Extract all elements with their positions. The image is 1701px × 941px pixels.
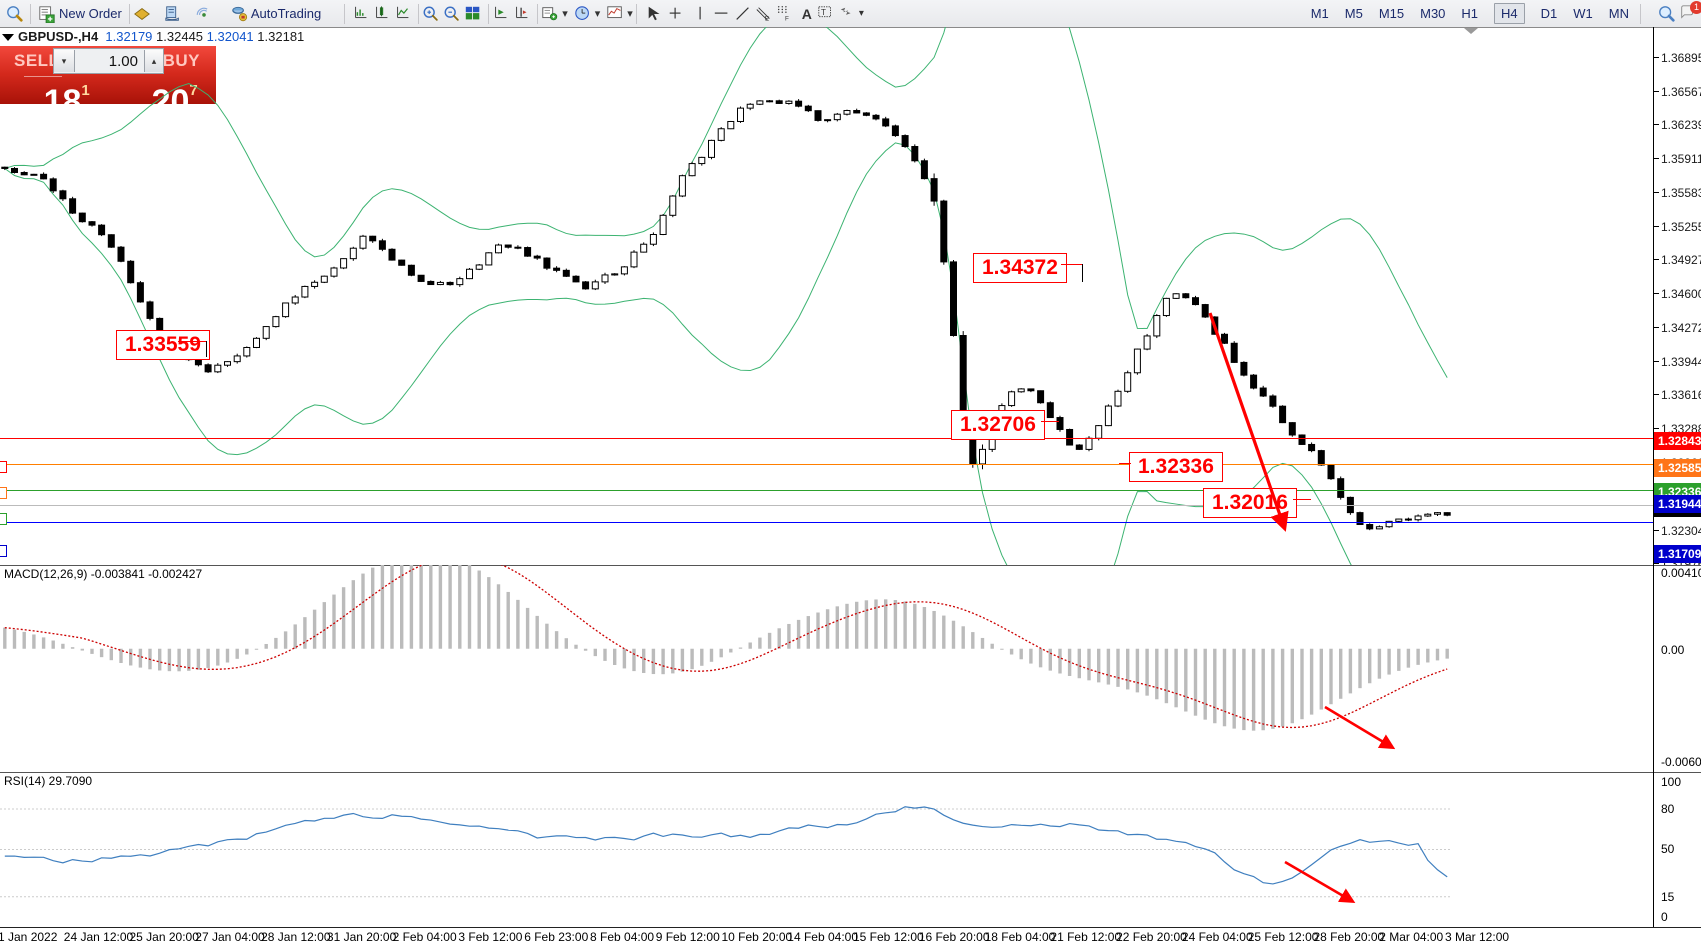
svg-text:T: T <box>821 7 826 16</box>
svg-text:E: E <box>765 15 769 22</box>
svg-text:F: F <box>785 15 789 22</box>
